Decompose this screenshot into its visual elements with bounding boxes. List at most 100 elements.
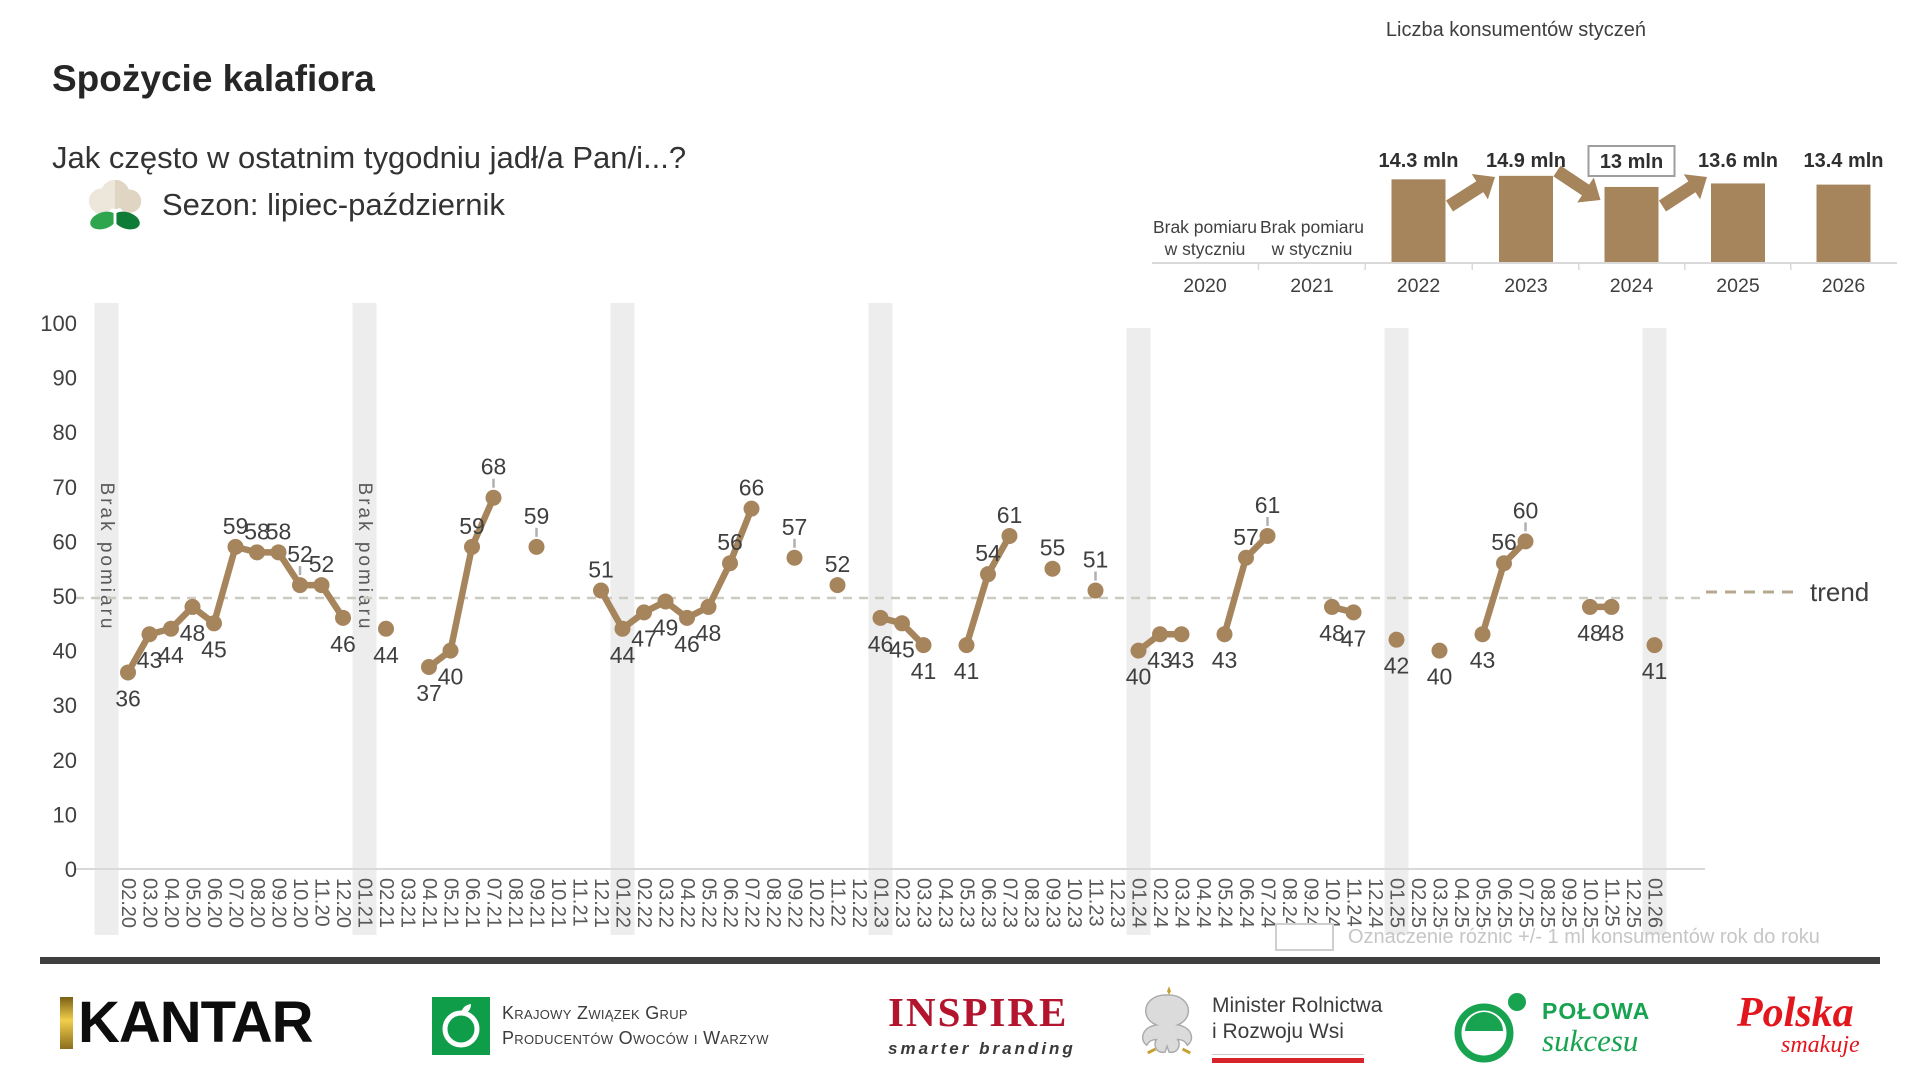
svg-text:08.20: 08.20 <box>246 878 268 928</box>
svg-text:46: 46 <box>330 631 356 657</box>
polska-wordmark: Polska <box>1737 990 1854 1036</box>
svg-text:41: 41 <box>954 658 980 684</box>
svg-text:04.23: 04.23 <box>934 878 956 928</box>
svg-text:48: 48 <box>1319 620 1345 646</box>
svg-text:80: 80 <box>53 420 77 445</box>
svg-text:Brak pomiaru: Brak pomiaru <box>96 483 117 632</box>
svg-text:56: 56 <box>1491 529 1517 555</box>
svg-text:01.22: 01.22 <box>612 878 634 928</box>
svg-text:47: 47 <box>1341 625 1367 651</box>
svg-text:43: 43 <box>1212 647 1238 673</box>
inspire-wordmark: INSPIRE <box>888 989 1069 1035</box>
svg-text:13.4 mln: 13.4 mln <box>1803 150 1883 172</box>
svg-text:40: 40 <box>1126 664 1152 690</box>
svg-text:12.23: 12.23 <box>1106 878 1128 928</box>
svg-text:90: 90 <box>53 366 77 391</box>
svg-text:48: 48 <box>1577 620 1603 646</box>
svg-text:48: 48 <box>1599 620 1625 646</box>
svg-text:08.21: 08.21 <box>504 878 526 928</box>
svg-text:59: 59 <box>223 513 249 539</box>
svg-text:08.24: 08.24 <box>1278 878 1300 928</box>
svg-text:03.23: 03.23 <box>913 878 935 928</box>
svg-text:12.20: 12.20 <box>332 878 354 928</box>
minister-red-bar <box>1212 1057 1364 1063</box>
svg-text:09.22: 09.22 <box>784 878 806 928</box>
svg-text:01.24: 01.24 <box>1128 878 1150 928</box>
svg-text:10.24: 10.24 <box>1321 878 1343 928</box>
svg-text:52: 52 <box>309 551 335 577</box>
svg-text:45: 45 <box>889 636 915 662</box>
svg-text:61: 61 <box>1255 492 1281 518</box>
svg-text:06.22: 06.22 <box>719 878 741 928</box>
svg-text:09.24: 09.24 <box>1300 878 1322 928</box>
svg-text:w styczniu: w styczniu <box>1271 239 1353 259</box>
svg-text:30: 30 <box>53 693 77 718</box>
svg-text:Brak pomiaru: Brak pomiaru <box>1153 217 1257 237</box>
svg-text:11.21: 11.21 <box>569 878 591 927</box>
svg-text:trend: trend <box>1810 577 1869 607</box>
svg-text:11.23: 11.23 <box>1085 878 1107 927</box>
difference-box-icon <box>1275 923 1334 951</box>
svg-text:12.25: 12.25 <box>1622 878 1644 928</box>
svg-text:44: 44 <box>158 642 184 668</box>
svg-text:09.21: 09.21 <box>526 878 548 928</box>
svg-text:43: 43 <box>1169 647 1195 673</box>
svg-text:40: 40 <box>53 639 77 664</box>
svg-text:43: 43 <box>1147 647 1173 673</box>
svg-text:13.6 mln: 13.6 mln <box>1698 150 1778 172</box>
svg-text:07.23: 07.23 <box>999 878 1021 928</box>
svg-text:37: 37 <box>416 680 442 706</box>
svg-text:51: 51 <box>588 557 614 583</box>
svg-text:14.3 mln: 14.3 mln <box>1378 150 1458 172</box>
svg-text:04.21: 04.21 <box>418 878 440 928</box>
svg-text:46: 46 <box>674 631 700 657</box>
page-subtitle: Jak często w ostatnim tygodniu jadł/a Pa… <box>52 140 687 175</box>
note-text: Oznaczenie różnic +/- 1 ml konsumentów r… <box>1348 925 1820 948</box>
svg-text:20: 20 <box>53 748 77 773</box>
minister-name-line2: i Rozwoju Wsi <box>1212 1020 1344 1044</box>
svg-text:0: 0 <box>65 857 77 882</box>
svg-text:2024: 2024 <box>1610 275 1654 297</box>
logo-kantar: KANTAR <box>60 990 314 1055</box>
svg-text:52: 52 <box>825 551 851 577</box>
svg-text:01.26: 01.26 <box>1644 878 1666 928</box>
svg-text:59: 59 <box>459 513 485 539</box>
logo-polska: Polska smakuje <box>1737 992 1860 1059</box>
svg-text:60: 60 <box>53 529 77 554</box>
logo-inspire: INSPIRE smarter branding <box>888 992 1076 1059</box>
svg-text:03.24: 03.24 <box>1171 878 1193 928</box>
svg-text:51: 51 <box>1083 547 1109 573</box>
svg-text:10.20: 10.20 <box>289 878 311 928</box>
svg-text:12.24: 12.24 <box>1364 878 1386 928</box>
minister-gray-line <box>1212 1053 1364 1055</box>
svg-text:06.23: 06.23 <box>977 878 999 928</box>
polska-sub: smakuje <box>1781 1032 1860 1058</box>
svg-text:2020: 2020 <box>1183 275 1227 297</box>
polowa-sub: sukcesu <box>1542 1023 1639 1058</box>
svg-text:42: 42 <box>1384 653 1410 679</box>
svg-text:08.25: 08.25 <box>1536 878 1558 928</box>
svg-text:43: 43 <box>1470 647 1496 673</box>
svg-text:03.25: 03.25 <box>1429 878 1451 928</box>
svg-text:08.22: 08.22 <box>762 878 784 928</box>
svg-text:09.20: 09.20 <box>268 878 290 928</box>
svg-text:05.23: 05.23 <box>956 878 978 928</box>
kzg-name-line2: Producentów Owoców i Warzyw <box>502 1028 769 1048</box>
eagle-icon <box>1141 986 1193 1055</box>
kantar-wordmark: KANTAR <box>78 990 314 1055</box>
svg-text:36: 36 <box>115 685 141 711</box>
svg-text:Liczba konsumentów styczeń: Liczba konsumentów styczeń <box>1386 19 1646 41</box>
svg-text:61: 61 <box>997 502 1023 528</box>
svg-text:12.22: 12.22 <box>848 878 870 928</box>
polowa-emblem-icon <box>1454 993 1526 1063</box>
svg-text:11.24: 11.24 <box>1343 878 1365 927</box>
svg-text:58: 58 <box>266 518 292 544</box>
note-row: Oznaczenie różnic +/- 1 ml konsumentów r… <box>1275 923 1820 951</box>
svg-text:03.21: 03.21 <box>397 878 419 928</box>
polowa-name: POŁOWA sukcesu <box>1542 1000 1650 1058</box>
svg-text:44: 44 <box>610 642 636 668</box>
svg-text:06.24: 06.24 <box>1235 878 1257 928</box>
svg-text:55: 55 <box>1040 535 1066 561</box>
svg-text:13 mln: 13 mln <box>1600 151 1663 173</box>
svg-text:03.20: 03.20 <box>139 878 161 928</box>
